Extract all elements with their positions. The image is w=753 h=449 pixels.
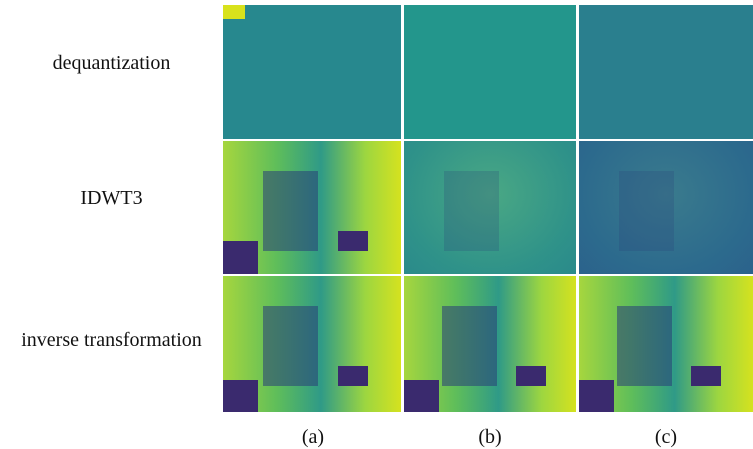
row-label: dequantization <box>0 52 223 75</box>
image <box>223 276 401 412</box>
image <box>579 5 753 139</box>
figure: dequantization IDWT3 inverse transformat… <box>0 0 753 449</box>
image <box>223 141 401 274</box>
row-label: IDWT3 <box>0 187 223 210</box>
image <box>579 276 753 412</box>
row-label: inverse transformation <box>0 329 223 352</box>
image <box>404 141 576 274</box>
image <box>404 276 576 412</box>
column-label: (c) <box>636 426 696 449</box>
column-label: (a) <box>283 426 343 449</box>
image <box>223 5 401 139</box>
image <box>579 141 753 274</box>
column-label: (b) <box>460 426 520 449</box>
image <box>404 5 576 139</box>
